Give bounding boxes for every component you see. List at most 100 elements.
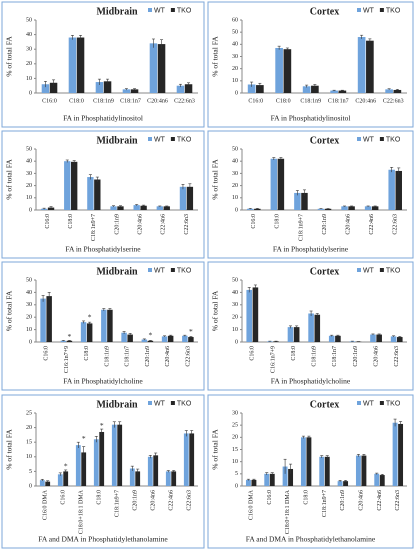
x-tick-label: C22:6n3 [185, 346, 191, 367]
legend-label: WT [363, 267, 375, 274]
bar [247, 208, 254, 210]
y-tick-label: 30 [26, 47, 32, 53]
bar [390, 336, 397, 342]
bar [163, 206, 170, 210]
y-tick-label: 5 [235, 471, 238, 477]
y-axis-title: % of total FA [211, 429, 220, 470]
chart-title: Cortex [310, 266, 339, 277]
chart-title: Midbrain [96, 266, 138, 277]
significance-marker: * [64, 462, 68, 471]
y-tick-label: 15 [26, 440, 32, 446]
significance-marker: * [82, 434, 86, 443]
legend-label: TKO [386, 136, 401, 143]
bar [388, 169, 395, 210]
x-tick-label: C18:0 [68, 214, 74, 229]
x-tick-label: C18:1n9 [312, 346, 318, 367]
bar [300, 437, 306, 486]
y-tick-label: 10 [26, 76, 32, 82]
bar [301, 192, 308, 210]
x-axis-title: FA in Phosphatidylcholine [271, 377, 351, 386]
x-tick-label: C18:0 [276, 98, 291, 104]
bar [157, 44, 166, 93]
chart-title: Midbrain [96, 135, 138, 146]
x-tick-label: C20:4n6 [138, 214, 144, 235]
legend-swatch [357, 401, 361, 405]
panel-border [207, 261, 414, 391]
bar [147, 340, 154, 342]
x-tick-label: C16:0 [45, 214, 51, 229]
y-tick-label: 0 [29, 90, 32, 96]
bar [308, 313, 314, 342]
bar [188, 337, 194, 342]
x-tick-label: C16:0 [42, 98, 57, 104]
legend-label: TKO [177, 7, 192, 14]
bar [129, 468, 135, 486]
bar [364, 206, 372, 210]
bar [189, 433, 195, 486]
bar [117, 424, 123, 486]
x-tick-label: C18:1n7 [120, 98, 141, 104]
x-tick-label: C18:0 [84, 346, 90, 361]
x-tick-label: C20:4n6 [355, 98, 376, 104]
bar [149, 43, 158, 93]
x-tick-label: C18:1n7 [125, 346, 131, 367]
significance-marker: * [189, 327, 193, 336]
bar [324, 456, 330, 486]
bar [41, 84, 50, 93]
x-tick-label: C18:1n9+7 [114, 490, 120, 517]
x-tick-label: C18:0 [304, 490, 310, 505]
x-tick-label: C20:1n9 [132, 490, 138, 511]
bar [264, 473, 270, 486]
y-tick-label: 40 [26, 290, 32, 296]
bar [370, 334, 376, 342]
x-tick-label: C18:0+18:1 DMA [78, 489, 84, 534]
x-tick-label: C20:4n6 [165, 346, 171, 367]
bar [287, 327, 294, 342]
x-tick-label: C18:0 [275, 214, 281, 229]
y-tick-label: 20 [232, 183, 238, 189]
bar [324, 208, 332, 210]
bar [254, 208, 261, 210]
y-axis-title: % of total FA [5, 159, 14, 200]
bar [283, 49, 292, 93]
bar [314, 314, 321, 342]
x-axis-title: FA in Phosphatidylinositol [271, 114, 351, 123]
bar [282, 466, 288, 486]
bar [288, 468, 294, 486]
bar [87, 177, 94, 210]
y-tick-label: 40 [232, 42, 238, 48]
bar [165, 471, 171, 486]
bar [153, 455, 159, 486]
x-tick-label: C18:1n9+7 [91, 214, 97, 241]
bar [398, 423, 404, 486]
legend-swatch [148, 401, 152, 405]
y-tick-label: 0 [29, 339, 32, 345]
x-tick-label: C18:1n7 [332, 346, 338, 367]
bar [293, 327, 300, 342]
bar [121, 332, 127, 342]
legend-swatch [170, 401, 175, 405]
y-tick-label: 50 [232, 30, 238, 36]
bar [366, 40, 374, 93]
x-tick-label: C16:0 [267, 490, 273, 505]
bar [39, 480, 45, 486]
legend-label: TKO [177, 136, 192, 143]
panel-border [1, 394, 205, 549]
legend-swatch [170, 137, 175, 141]
bar [182, 335, 188, 342]
x-tick-label: C18:0+18:1 DMA [285, 489, 291, 534]
x-tick-label: C16:0 DMA [249, 489, 255, 520]
bar [57, 474, 63, 486]
legend-swatch [379, 8, 384, 12]
x-tick-label: C20:4n6 [147, 98, 168, 104]
bar [71, 161, 78, 210]
x-tick-label: C18:0 [69, 98, 84, 104]
bar [179, 186, 187, 210]
significance-marker: * [149, 331, 153, 340]
legend-swatch [170, 8, 175, 12]
bar [302, 86, 311, 93]
x-tick-label: C20:1n9 [353, 346, 359, 367]
bar [95, 82, 104, 93]
y-tick-label: 5 [29, 469, 32, 475]
bar [135, 471, 141, 486]
